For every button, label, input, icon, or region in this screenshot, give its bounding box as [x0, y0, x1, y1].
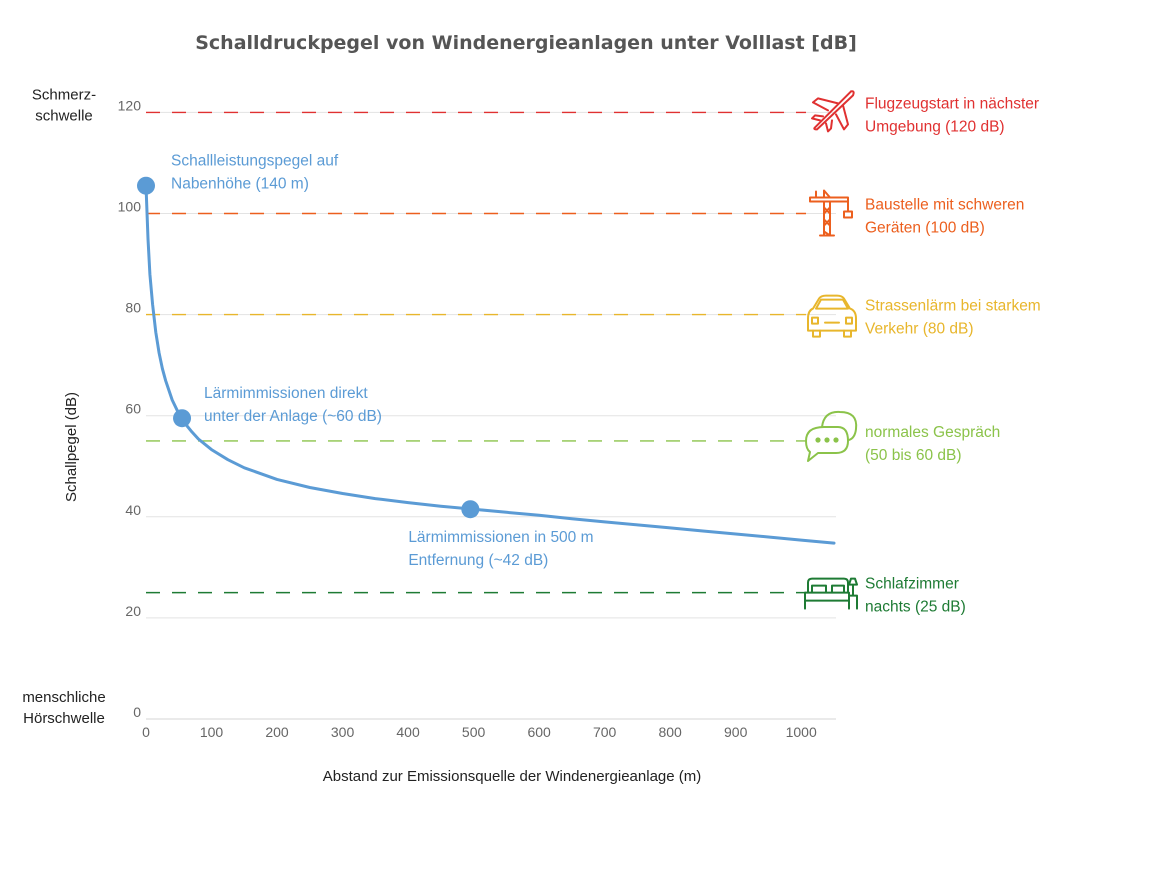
side-label-0: Schmerz-schwelle — [32, 86, 96, 124]
reference-label-80: Strassenlärm bei starkem Verkehr (80 dB) — [865, 298, 1041, 338]
axes: 0 20 40 60 80 100 120 0 100 200 300 400 500 600 700 800… — [118, 97, 836, 740]
point-annotation-2: Lärmimmissionen in 500 m Entfernung (~42 … — [408, 529, 593, 569]
point-annotation-1: Lärmimmissionen direkt unter der Anlage (… — [204, 385, 382, 425]
y-axis-label: Schallpegel (dB) — [63, 392, 80, 502]
x-tick-label-400: 400 — [396, 724, 420, 740]
point-annotation-0: Schallleistungspegel auf Nabenhöhe (140 m… — [171, 153, 339, 193]
reference-label-55: normales Gespräch (50 bis 60 dB) — [865, 424, 1000, 464]
x-axis-label: Abstand zur Emissionsquelle der Windener… — [323, 768, 702, 785]
data-point-1 — [173, 409, 192, 428]
x-tick-label-1000: 1000 — [786, 724, 817, 740]
airplane-icon — [811, 90, 855, 133]
reference-lines — [146, 111, 806, 594]
labels: Schmerz-schwelle menschliche Hörschwelle Fl… — [22, 86, 1040, 727]
x-tick-label-800: 800 — [658, 724, 682, 740]
x-tick-label-900: 900 — [724, 724, 748, 740]
x-tick-label-700: 700 — [593, 724, 617, 740]
x-tick-label-300: 300 — [331, 724, 355, 740]
reference-label-120: Flugzeugstart in nächster Umgebung (120 d… — [865, 95, 1039, 135]
x-tick-label-600: 600 — [527, 724, 551, 740]
crane-icon — [809, 189, 853, 237]
series — [137, 176, 836, 545]
x-tick-label-200: 200 — [265, 724, 289, 740]
reference-icons — [804, 90, 858, 610]
speech-bubble-icon — [805, 410, 858, 462]
y-tick-label-20: 20 — [125, 603, 141, 619]
reference-label-100: Baustelle mit schweren Geräten (100 dB) — [865, 197, 1024, 237]
y-tick-label-120: 120 — [118, 97, 142, 113]
y-tick-label-80: 80 — [125, 300, 141, 316]
series-line — [144, 184, 836, 545]
car-icon — [807, 294, 857, 338]
chart-title: Schalldruckpegel von Windenergieanlagen … — [195, 32, 857, 54]
y-tick-label-0: 0 — [133, 704, 141, 720]
y-tick-label-60: 60 — [125, 401, 141, 417]
x-tick-label-100: 100 — [200, 724, 224, 740]
y-tick-label-100: 100 — [118, 199, 142, 215]
bed-icon — [804, 577, 858, 610]
data-point-0 — [137, 176, 155, 195]
x-tick-label-500: 500 — [462, 724, 486, 740]
side-label-1: menschliche Hörschwelle — [22, 689, 105, 727]
y-tick-label-40: 40 — [125, 502, 141, 518]
x-tick-label-0: 0 — [142, 724, 150, 740]
reference-label-25: Schlafzimmer nachts (25 dB) — [865, 576, 966, 616]
data-point-2 — [461, 500, 480, 519]
